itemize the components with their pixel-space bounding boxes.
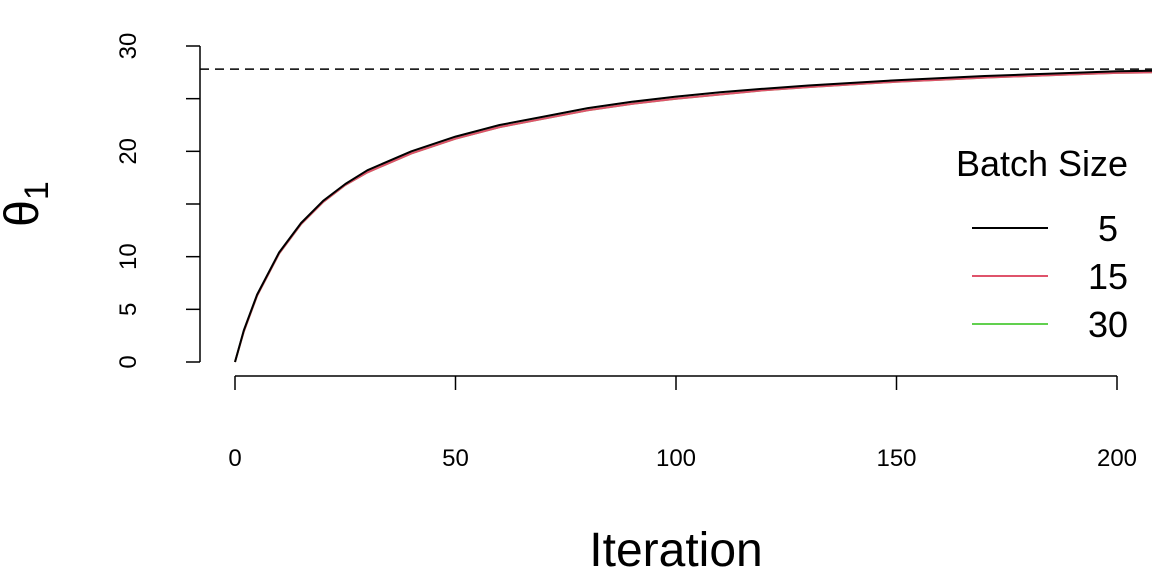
series-line-5 <box>234 69 1152 363</box>
y-ticks: 0 5 10 20 30 <box>115 33 200 369</box>
x-ticks: 0 50 100 150 200 <box>228 376 1137 472</box>
legend: Batch Size 5 15 30 <box>956 143 1128 345</box>
legend-label-5: 5 <box>1098 208 1118 249</box>
y-axis-title-main: θ <box>0 200 49 227</box>
y-axis-title: θ1 <box>0 181 56 227</box>
y-tick-label: 5 <box>115 303 142 316</box>
y-axis: 0 5 10 20 30 <box>115 33 201 369</box>
x-tick-label: 200 <box>1097 445 1137 472</box>
x-tick-label: 150 <box>876 445 916 472</box>
x-tick-label: 100 <box>656 445 696 472</box>
legend-label-15: 15 <box>1088 256 1128 297</box>
y-axis-title-sub: 1 <box>18 181 56 200</box>
y-tick-label: 0 <box>115 355 142 368</box>
legend-items: 5 15 30 <box>972 208 1128 345</box>
svg-text:θ1: θ1 <box>0 181 56 227</box>
series-line-30 <box>234 71 1152 363</box>
x-tick-label: 50 <box>442 445 469 472</box>
y-tick-label: 10 <box>115 243 142 270</box>
y-tick-label: 30 <box>115 33 142 60</box>
y-tick-label: 20 <box>115 138 142 165</box>
legend-title: Batch Size <box>956 143 1128 184</box>
x-axis-title: Iteration <box>589 524 762 576</box>
series-line-15 <box>234 71 1152 363</box>
x-axis: 0 50 100 150 200 <box>228 375 1137 472</box>
series-group <box>234 69 1152 363</box>
legend-label-30: 30 <box>1088 304 1128 345</box>
x-tick-label: 0 <box>228 445 241 472</box>
